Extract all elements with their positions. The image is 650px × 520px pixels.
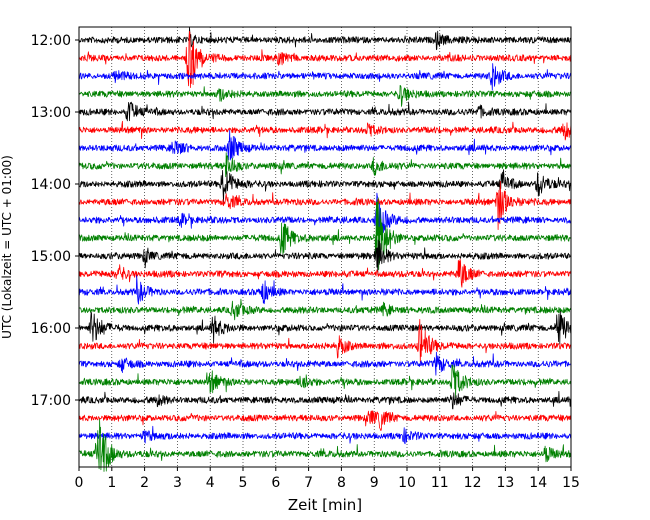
trace-1530 [78,275,572,305]
trace-1500 [78,239,572,276]
x-tick-label-3: 3 [173,475,182,491]
y-tick-label-4: 16:00 [31,321,71,337]
y-tick-label-1: 13:00 [31,105,71,121]
y-tick-label-2: 14:00 [31,177,71,193]
trace-1745 [78,418,572,472]
x-tick-label-1: 1 [107,475,116,491]
x-tick-label-13: 13 [496,475,514,491]
x-tick-label-2: 2 [140,475,149,491]
grid-lines [111,27,539,467]
y-tick-label-3: 15:00 [31,249,71,265]
trace-1515 [78,258,572,288]
x-axis-ticks: 0 1 2 3 4 5 6 7 8 9 10 11 12 13 14 15 [75,467,580,491]
trace-1545 [78,298,572,321]
trace-1315 [78,120,572,141]
trace-1415 [78,180,572,231]
x-tick-label-9: 9 [370,475,379,491]
trace-1430 [78,192,572,239]
x-tick-label-8: 8 [337,475,346,491]
y-axis-label: UTC (Lokalzeit = UTC + 01:00) [0,155,14,339]
x-tick-label-15: 15 [562,475,580,491]
trace-1345 [78,152,572,178]
trace-1645 [78,364,572,399]
trace-1200 [78,26,572,51]
plot-frame [78,26,572,468]
trace-1245 [78,85,572,107]
x-tick-label-7: 7 [304,475,313,491]
trace-1400 [78,169,572,204]
trace-1445 [78,197,572,271]
y-tick-label-0: 12:00 [31,33,71,49]
trace-1700 [78,390,571,410]
x-tick-label-10: 10 [398,475,416,491]
trace-1215 [78,30,572,88]
trace-1230 [78,63,572,91]
trace-1715 [78,410,572,432]
trace-1630 [78,351,572,376]
trace-1300 [78,101,572,122]
x-tick-label-5: 5 [239,475,248,491]
x-tick-label-11: 11 [431,475,449,491]
seismogram-traces [78,26,572,472]
x-tick-label-12: 12 [464,475,482,491]
trace-1330 [78,129,572,161]
x-tick-label-4: 4 [206,475,215,491]
x-axis-label: Zeit [min] [288,496,362,514]
trace-1600 [78,310,572,345]
y-tick-label-5: 17:00 [31,393,71,409]
x-tick-label-14: 14 [529,475,547,491]
trace-1615 [78,318,572,363]
y-axis-ticks: 12:00 13:00 14:00 15:00 16:00 17:00 [31,33,79,409]
trace-1730 [78,425,572,445]
x-tick-label-0: 0 [75,475,84,491]
x-tick-label-6: 6 [271,475,280,491]
